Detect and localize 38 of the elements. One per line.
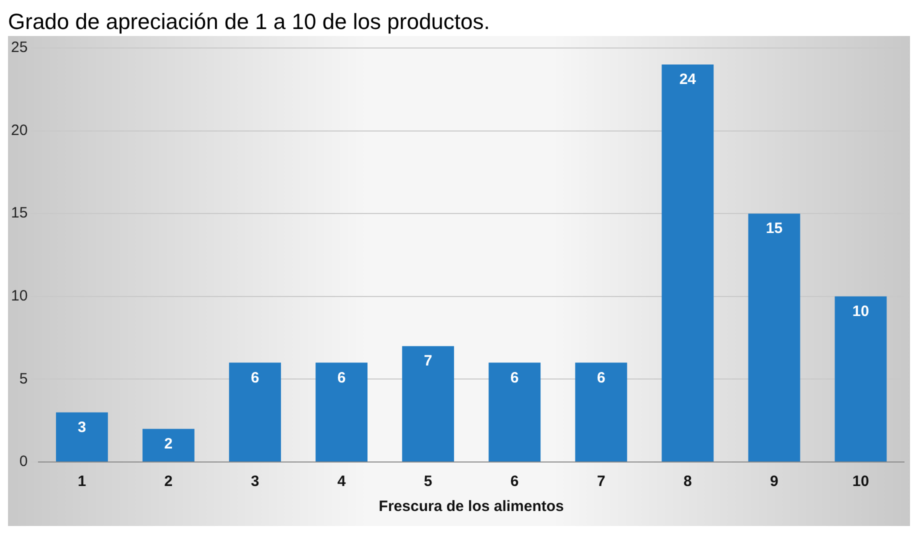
data-label: 6 xyxy=(510,369,519,386)
bar xyxy=(662,64,714,462)
y-tick-label: 5 xyxy=(19,370,28,388)
x-tick-label: 1 xyxy=(78,473,86,490)
x-tick-label: 5 xyxy=(424,473,432,490)
bar xyxy=(748,214,800,462)
bar xyxy=(229,362,281,462)
x-tick-label: 6 xyxy=(510,473,519,490)
data-label: 15 xyxy=(766,220,783,238)
bar xyxy=(488,362,541,462)
data-label: 2 xyxy=(164,436,173,453)
data-label: 24 xyxy=(679,71,697,88)
x-tick-label: 2 xyxy=(164,473,173,490)
bar xyxy=(142,428,194,462)
bar xyxy=(402,346,454,462)
data-label: 6 xyxy=(337,369,346,386)
y-tick-label: 20 xyxy=(10,122,28,139)
y-tick-label: 10 xyxy=(10,288,28,305)
data-label: 7 xyxy=(424,352,432,370)
y-tick-label: 25 xyxy=(10,39,28,56)
x-tick-label: 3 xyxy=(250,473,260,490)
data-label: 6 xyxy=(250,369,260,386)
x-tick-label: 7 xyxy=(596,473,606,490)
data-label: 3 xyxy=(78,418,86,436)
y-tick-label: 0 xyxy=(19,453,28,470)
x-tick-label: 10 xyxy=(852,473,870,490)
x-tick-label: 4 xyxy=(337,473,346,490)
x-axis-title: Frescura de los alimentos xyxy=(378,498,564,516)
bar xyxy=(316,362,368,462)
chart-title: Grado de apreciación de 1 a 10 de los productos. xyxy=(8,8,491,36)
x-tick-label: 9 xyxy=(770,473,778,490)
y-tick-label: 15 xyxy=(10,204,28,222)
data-label: 6 xyxy=(596,369,606,386)
x-tick-label: 8 xyxy=(684,473,692,490)
bar xyxy=(56,412,108,462)
data-label: 10 xyxy=(852,303,870,320)
bar xyxy=(575,362,628,462)
bar xyxy=(834,296,887,462)
